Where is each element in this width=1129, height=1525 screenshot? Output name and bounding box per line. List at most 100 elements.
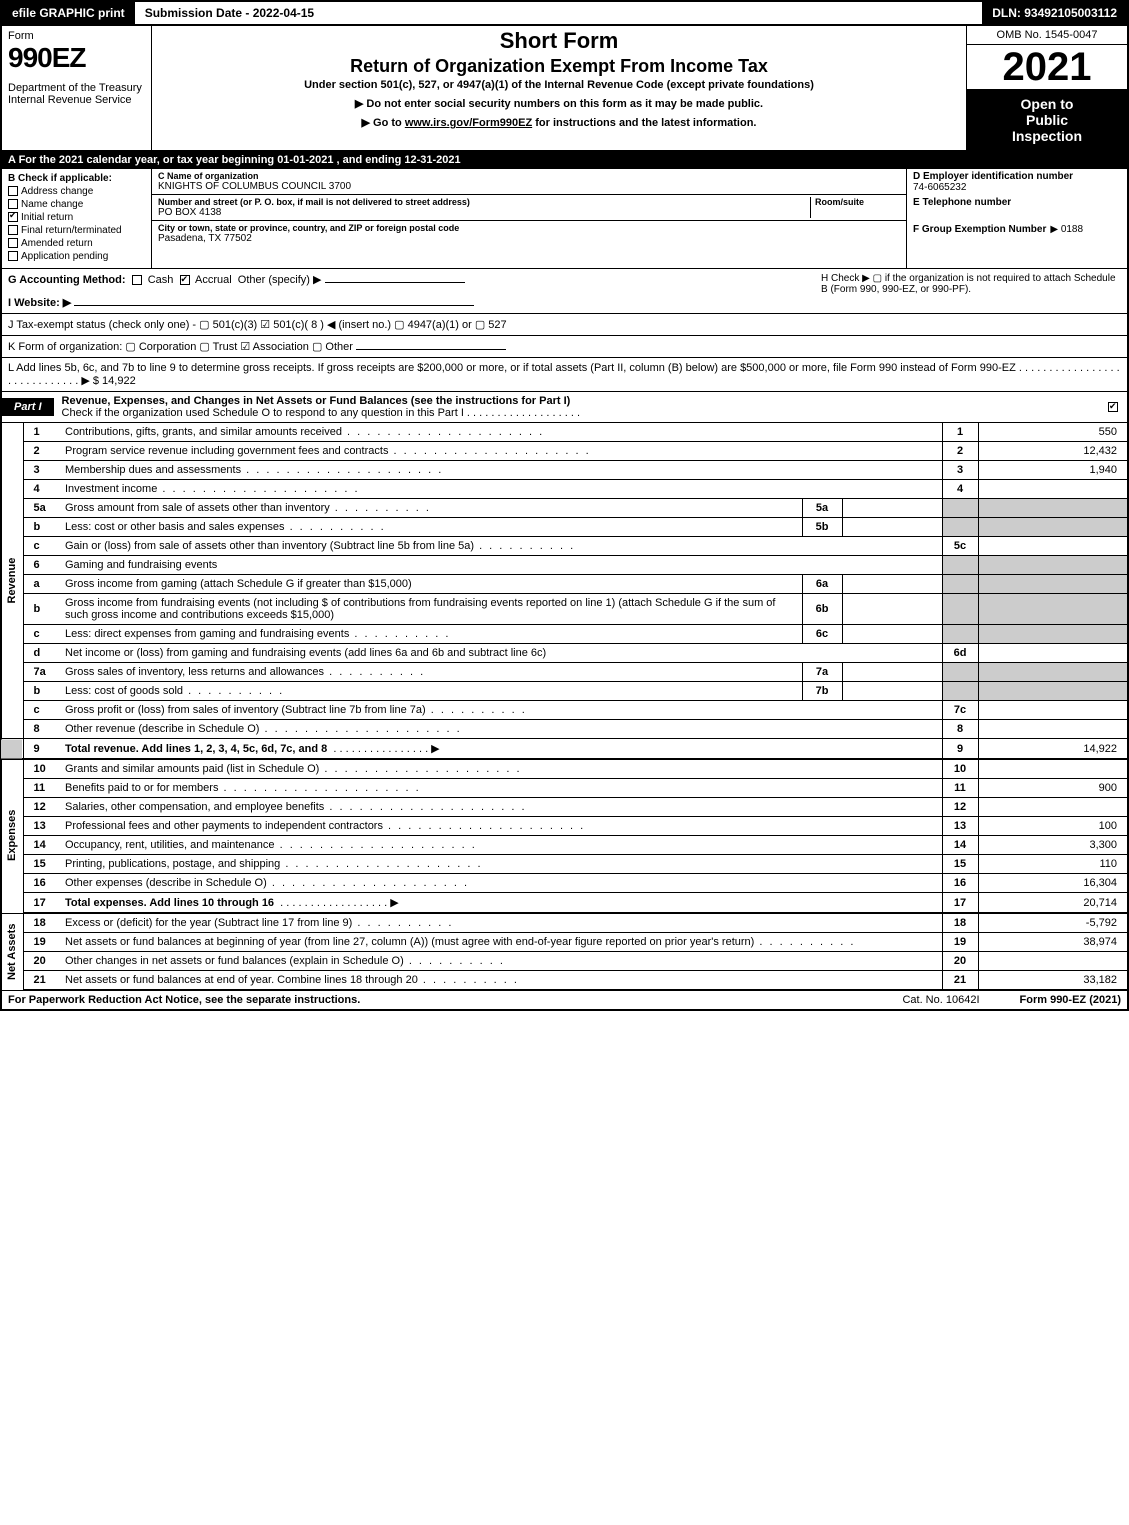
row-g-h: G Accounting Method: Cash Accrual Other … — [0, 269, 1129, 314]
line-9-amt: 14,922 — [978, 739, 1128, 760]
line-20-ln: 20 — [942, 952, 978, 971]
line-2-desc: Program service revenue including govern… — [59, 442, 942, 461]
line-5b-iv[interactable] — [842, 518, 942, 537]
check-cash[interactable] — [132, 275, 142, 285]
line-6b-iv[interactable] — [842, 594, 942, 625]
line-16-desc: Other expenses (describe in Schedule O) — [59, 874, 942, 893]
line-5a-grey — [942, 499, 978, 518]
efile-print-button[interactable]: efile GRAPHIC print — [2, 2, 137, 24]
form-label: Form — [8, 30, 145, 42]
line-21-desc: Net assets or fund balances at end of ye… — [59, 971, 942, 991]
street-label: Number and street (or P. O. box, if mail… — [158, 197, 810, 207]
line-10-desc: Grants and similar amounts paid (list in… — [59, 759, 942, 779]
form-title-1: Short Form — [160, 28, 958, 54]
check-name-change[interactable]: Name change — [8, 199, 145, 210]
footer-right: Form 990-EZ (2021) — [1020, 994, 1121, 1006]
line-15-amt: 110 — [978, 855, 1128, 874]
part-1-checkbox[interactable] — [1102, 398, 1127, 416]
line-20-num: 20 — [23, 952, 59, 971]
check-accrual[interactable] — [180, 275, 190, 285]
row-j-tax-exempt: J Tax-exempt status (check only one) - ▢… — [0, 314, 1129, 336]
line-17-ln: 17 — [942, 893, 978, 914]
part-1-tab: Part I — [2, 398, 54, 416]
row-k-org-form: K Form of organization: ▢ Corporation ▢ … — [0, 336, 1129, 358]
line-2-num: 2 — [23, 442, 59, 461]
line-6-desc: Gaming and fundraising events — [59, 556, 942, 575]
line-7b-iv[interactable] — [842, 682, 942, 701]
line-2-ln: 2 — [942, 442, 978, 461]
note2-pre: ▶ Go to — [362, 117, 405, 129]
form-number: 990EZ — [8, 42, 145, 74]
line-21-amt: 33,182 — [978, 971, 1128, 991]
org-name-cell: C Name of organization KNIGHTS OF COLUMB… — [152, 169, 906, 195]
page-footer: For Paperwork Reduction Act Notice, see … — [0, 991, 1129, 1011]
check-application-pending[interactable]: Application pending — [8, 251, 145, 262]
omb-number: OMB No. 1545-0047 — [967, 26, 1127, 45]
city-value: Pasadena, TX 77502 — [158, 233, 900, 244]
line-6c-iv[interactable] — [842, 625, 942, 644]
website-input[interactable] — [74, 305, 474, 306]
line-13-ln: 13 — [942, 817, 978, 836]
line-10-num: 10 — [23, 759, 59, 779]
inspect-1: Open to — [971, 96, 1123, 112]
other-label: Other (specify) ▶ — [238, 274, 322, 286]
line-3-ln: 3 — [942, 461, 978, 480]
line-5a-iv[interactable] — [842, 499, 942, 518]
line-6d-amt — [978, 644, 1128, 663]
col-b-checkboxes: B Check if applicable: Address change Na… — [2, 169, 152, 268]
line-7b-desc: Less: cost of goods sold — [59, 682, 802, 701]
tax-exempt-text: J Tax-exempt status (check only one) - ▢… — [8, 319, 507, 331]
other-specify-input[interactable] — [325, 282, 465, 283]
check-amended-return[interactable]: Amended return — [8, 238, 145, 249]
line-1-desc: Contributions, gifts, grants, and simila… — [59, 423, 942, 442]
line-3-desc: Membership dues and assessments — [59, 461, 942, 480]
open-to-public: Open to Public Inspection — [967, 90, 1127, 150]
header-right: OMB No. 1545-0047 2021 Open to Public In… — [967, 26, 1127, 150]
city-cell: City or town, state or province, country… — [152, 221, 906, 246]
group-exemption-label: F Group Exemption Number — [913, 224, 1046, 235]
footer-left: For Paperwork Reduction Act Notice, see … — [8, 994, 862, 1006]
line-5c-desc: Gain or (loss) from sale of assets other… — [59, 537, 942, 556]
line-6b-desc: Gross income from fundraising events (no… — [59, 594, 802, 625]
line-14-desc: Occupancy, rent, utilities, and maintena… — [59, 836, 942, 855]
submission-date: Submission Date - 2022-04-15 — [137, 2, 322, 24]
line-5a-num: 5a — [23, 499, 59, 518]
form-title-2: Return of Organization Exempt From Incom… — [160, 56, 958, 77]
line-10-amt — [978, 759, 1128, 779]
line-7a-amt-grey — [978, 663, 1128, 682]
line-5a-ib: 5a — [802, 499, 842, 518]
row-g-accounting: G Accounting Method: Cash Accrual Other … — [8, 273, 821, 309]
line-6b-grey — [942, 594, 978, 625]
line-6c-ib: 6c — [802, 625, 842, 644]
line-17-desc: Total expenses. Add lines 10 through 16 … — [59, 893, 942, 914]
line-9-desc: Total revenue. Add lines 1, 2, 3, 4, 5c,… — [59, 739, 942, 760]
line-16-amt: 16,304 — [978, 874, 1128, 893]
line-6-amt-grey — [978, 556, 1128, 575]
line-7c-num: c — [23, 701, 59, 720]
line-6b-amt-grey — [978, 594, 1128, 625]
inspect-3: Inspection — [971, 128, 1123, 144]
line-3-num: 3 — [23, 461, 59, 480]
line-6a-iv[interactable] — [842, 575, 942, 594]
org-form-other-input[interactable] — [356, 349, 506, 350]
line-7a-iv[interactable] — [842, 663, 942, 682]
part-1-title: Revenue, Expenses, and Changes in Net As… — [54, 392, 1102, 422]
inspect-2: Public — [971, 112, 1123, 128]
line-12-num: 12 — [23, 798, 59, 817]
line-11-desc: Benefits paid to or for members — [59, 779, 942, 798]
ein-label: D Employer identification number — [913, 171, 1121, 182]
check-address-change[interactable]: Address change — [8, 186, 145, 197]
street-cell: Number and street (or P. O. box, if mail… — [152, 195, 906, 221]
line-5b-amt-grey — [978, 518, 1128, 537]
line-8-amt — [978, 720, 1128, 739]
line-18-amt: -5,792 — [978, 913, 1128, 933]
form-note-2: ▶ Go to www.irs.gov/Form990EZ for instru… — [160, 116, 958, 129]
check-final-return[interactable]: Final return/terminated — [8, 225, 145, 236]
check-initial-return[interactable]: Initial return — [8, 212, 145, 223]
gross-receipts-amount: $ 14,922 — [93, 375, 136, 387]
line-7c-desc: Gross profit or (loss) from sales of inv… — [59, 701, 942, 720]
line-13-desc: Professional fees and other payments to … — [59, 817, 942, 836]
footer-center: Cat. No. 10642I — [862, 994, 1019, 1006]
irs-link[interactable]: www.irs.gov/Form990EZ — [405, 117, 532, 129]
line-1-ln: 1 — [942, 423, 978, 442]
